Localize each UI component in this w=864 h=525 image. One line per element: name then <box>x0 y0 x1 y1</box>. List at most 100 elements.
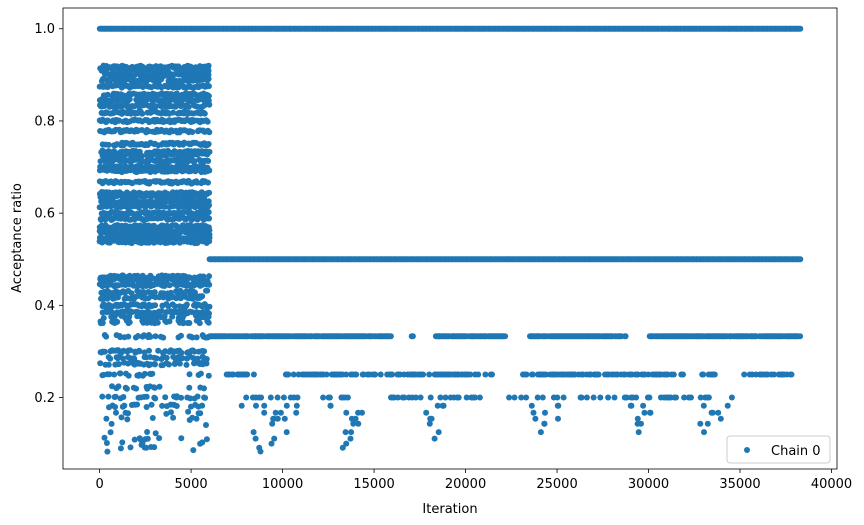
data-point <box>409 333 416 340</box>
data-point <box>104 448 111 455</box>
data-point <box>139 110 146 117</box>
data-point <box>511 394 518 401</box>
data-point <box>412 394 419 401</box>
data-point <box>193 334 200 341</box>
data-point <box>108 420 115 427</box>
data-point <box>193 415 200 422</box>
data-point <box>788 371 795 378</box>
data-point <box>166 361 172 368</box>
data-point <box>205 141 212 147</box>
data-point <box>112 312 119 319</box>
data-point <box>670 371 677 378</box>
data-point <box>797 333 804 340</box>
data-point <box>204 287 211 294</box>
data-point <box>201 348 208 355</box>
data-point <box>431 435 438 442</box>
data-point <box>578 394 585 401</box>
data-point <box>261 409 268 416</box>
data-point <box>528 402 535 409</box>
data-point <box>348 429 355 436</box>
data-point <box>178 332 184 339</box>
data-point <box>243 394 250 401</box>
data-point <box>101 434 108 441</box>
data-point <box>117 370 124 377</box>
data-point <box>680 371 686 378</box>
data-point <box>105 393 112 400</box>
data-point <box>427 394 434 401</box>
data-point <box>741 371 748 378</box>
data-point <box>205 75 212 82</box>
data-point <box>489 371 495 378</box>
data-point <box>532 415 539 422</box>
data-point <box>350 420 357 427</box>
data-point <box>152 302 159 309</box>
data-point <box>622 333 629 340</box>
data-point <box>183 301 190 308</box>
data-point <box>482 371 489 378</box>
data-point <box>127 444 134 451</box>
data-point <box>523 394 530 401</box>
data-point <box>293 409 300 416</box>
data-point <box>206 215 213 222</box>
data-point <box>281 415 288 422</box>
data-point <box>148 401 155 408</box>
data-point <box>394 394 401 401</box>
data-point <box>107 355 114 362</box>
data-point <box>646 394 653 401</box>
data-point <box>463 394 470 401</box>
data-point <box>529 371 536 378</box>
data-point <box>261 402 268 409</box>
data-point <box>230 371 237 378</box>
data-point <box>426 420 433 427</box>
data-point <box>343 409 350 416</box>
data-point <box>423 409 430 416</box>
data-point <box>250 371 257 378</box>
y-axis-label: Acceptance ratio <box>10 183 25 293</box>
data-point <box>206 167 213 174</box>
data-point <box>154 319 161 326</box>
data-point <box>717 415 724 422</box>
data-point <box>186 320 193 326</box>
x-tick-label: 10000 <box>262 477 303 492</box>
data-point <box>518 394 525 401</box>
data-point <box>506 394 513 401</box>
data-point <box>203 360 210 367</box>
data-point <box>343 371 350 378</box>
data-point <box>105 361 112 368</box>
data-point <box>530 409 537 416</box>
data-point <box>115 361 122 368</box>
data-point <box>186 371 193 378</box>
data-point <box>372 371 379 378</box>
data-point <box>117 445 124 452</box>
data-point <box>724 402 731 409</box>
data-point <box>170 414 177 421</box>
data-point <box>201 110 208 117</box>
data-point <box>123 385 130 392</box>
data-point <box>158 308 165 314</box>
data-point <box>125 333 132 340</box>
data-point <box>323 371 330 378</box>
data-point <box>149 370 156 377</box>
data-point <box>401 394 408 401</box>
x-tick-label: 5000 <box>175 477 208 492</box>
data-points <box>96 25 804 455</box>
data-point <box>681 394 688 401</box>
data-point <box>467 371 474 378</box>
data-point <box>704 420 711 427</box>
data-point <box>194 393 201 400</box>
data-point <box>290 371 297 378</box>
data-point <box>113 409 119 416</box>
data-point <box>728 394 735 401</box>
data-point <box>347 435 354 442</box>
data-point <box>143 393 150 400</box>
data-point <box>293 402 300 409</box>
data-point <box>797 25 804 32</box>
data-point <box>202 394 209 401</box>
data-point <box>359 409 365 416</box>
data-point <box>605 394 612 401</box>
data-point <box>149 415 156 421</box>
data-point <box>204 151 211 158</box>
data-point <box>523 371 530 378</box>
data-point <box>283 429 290 436</box>
data-point <box>178 435 185 442</box>
